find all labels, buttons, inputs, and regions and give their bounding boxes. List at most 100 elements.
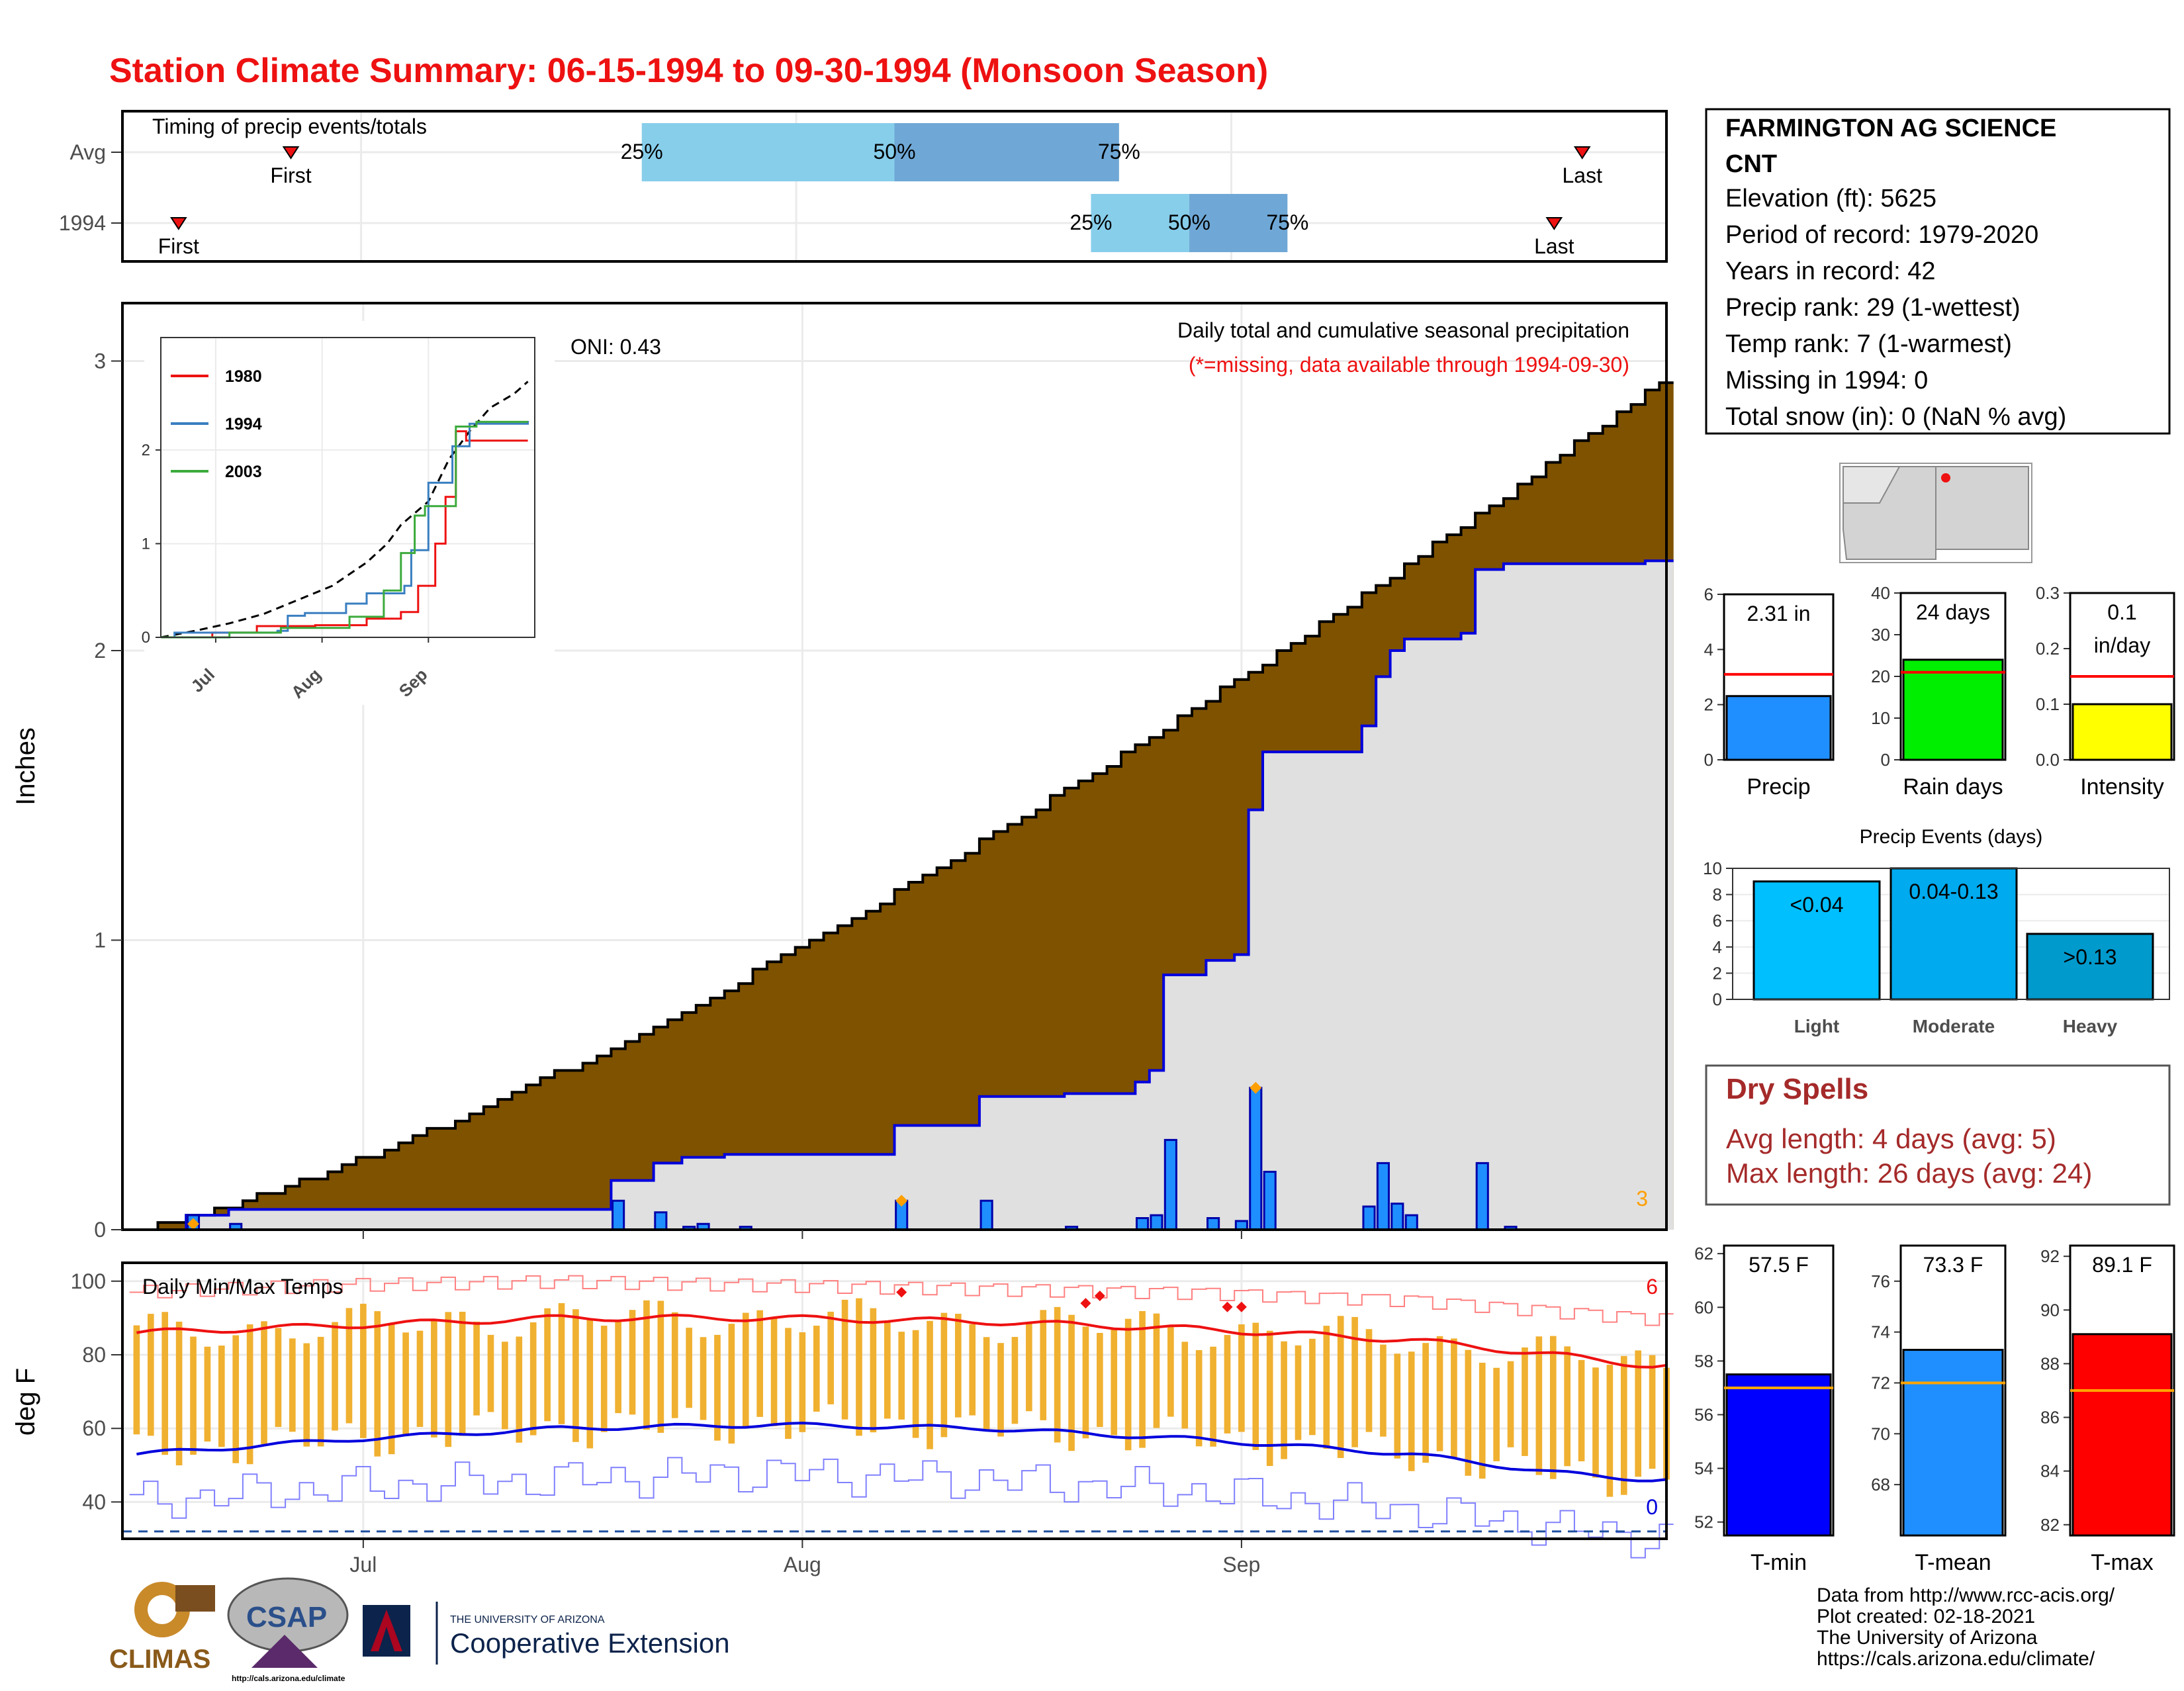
station-precip-rank: Precip rank: 29 (1-wettest) bbox=[1725, 294, 2021, 322]
page-title: Station Climate Summary: 06-15-1994 to 0… bbox=[109, 52, 1268, 90]
daily-temp-bar-59 bbox=[969, 1324, 976, 1416]
timing-row-label-0: Avg bbox=[69, 140, 106, 164]
daily-temp-bar-63 bbox=[1026, 1322, 1032, 1412]
daily-temp-bar-105 bbox=[1620, 1355, 1627, 1495]
tmin-title: T-min bbox=[1751, 1550, 1807, 1575]
daily-temp-bar-78 bbox=[1238, 1324, 1245, 1432]
footer-credits: Data from http://www.rcc-acis.org/ Plot … bbox=[1817, 1584, 2115, 1670]
tmax-y-tick-label-5: 92 bbox=[2040, 1246, 2060, 1266]
daily-precip-bar-16 bbox=[1263, 1171, 1277, 1231]
intensity-y-tick-label-1: 0.1 bbox=[2036, 694, 2060, 714]
tmin-value-label: 57.5 F bbox=[1749, 1253, 1809, 1277]
events-y-tick-label-4: 8 bbox=[1713, 885, 1722, 905]
tmean-value-label: 73.3 F bbox=[1923, 1253, 1983, 1277]
events-y-tick-label-3: 6 bbox=[1713, 911, 1722, 931]
daily-temp-bar-101 bbox=[1564, 1346, 1570, 1467]
daily-precip-bar-10 bbox=[1136, 1217, 1150, 1231]
dry-spells-max: Max length: 26 days (avg: 24) bbox=[1726, 1158, 2092, 1189]
temp-x-tick-label-1: Aug bbox=[784, 1553, 821, 1577]
daily-temp-bar-26 bbox=[502, 1342, 508, 1430]
daily-temp-bar-68 bbox=[1097, 1332, 1103, 1428]
csap-logo: CSAP http://cals.arizona.edu/climate bbox=[227, 1577, 349, 1683]
timing-first-label-1: First bbox=[158, 234, 199, 258]
tmean-bar bbox=[1902, 1349, 2004, 1537]
daily-precip-bar-21 bbox=[1475, 1162, 1489, 1231]
intensity-bar bbox=[2071, 703, 2173, 761]
station-info-box: FARMINGTON AG SCIENCE CNT Elevation (ft)… bbox=[1705, 108, 2171, 435]
tmin-y-tick-label-0: 52 bbox=[1694, 1512, 1713, 1532]
daily-temp-bar-35 bbox=[629, 1310, 636, 1415]
rain_days-y-tick-label-3: 30 bbox=[1871, 625, 1890, 645]
daily-temp-bar-6 bbox=[218, 1346, 225, 1447]
timing-row-label-1: 1994 bbox=[59, 211, 106, 235]
tmean-y-tick-label-4: 76 bbox=[1871, 1271, 1890, 1291]
daily-temp-bar-29 bbox=[544, 1308, 551, 1422]
events-y-tick-label-5: 10 bbox=[1703, 858, 1722, 878]
climas-logo: CLIMAS bbox=[109, 1582, 215, 1674]
daily-precip-bar-17 bbox=[1362, 1205, 1376, 1231]
daily-temp-bar-20 bbox=[416, 1330, 424, 1427]
precip_total-bar bbox=[1725, 695, 1832, 761]
timing-chart: 25% 50% 75% First Last Avg 25% 50% 75% First Last 1… bbox=[59, 110, 1668, 263]
daily-precip-bar-8 bbox=[979, 1199, 993, 1231]
daily-temp-bar-10 bbox=[275, 1328, 282, 1428]
tmin-y-tick-label-4: 60 bbox=[1694, 1297, 1713, 1317]
station-elevation: Elevation (ft): 5625 bbox=[1725, 185, 1936, 212]
daily-temp-bar-81 bbox=[1281, 1341, 1287, 1459]
daily-temp-bar-9 bbox=[261, 1321, 267, 1445]
temp-chart-title: Daily Min/Max Temps bbox=[142, 1275, 343, 1299]
precip_total-panel: 0 2 4 6 2.31 in Precip bbox=[1704, 584, 1835, 800]
credit-data-source: Data from http://www.rcc-acis.org/ bbox=[1817, 1584, 2115, 1606]
daily-record-marker-0 bbox=[187, 1218, 200, 1230]
avg-min-temp-line bbox=[136, 1422, 1667, 1483]
tmean-y-tick-label-1: 70 bbox=[1871, 1424, 1890, 1443]
station-location-dot bbox=[1941, 473, 1950, 482]
precip_total-y-tick-label-0: 0 bbox=[1704, 750, 1713, 770]
daily-temp-bar-1 bbox=[147, 1314, 154, 1436]
station-temp-rank: Temp rank: 7 (1-warmest) bbox=[1725, 330, 2012, 358]
precip_total-y-tick-label-1: 2 bbox=[1704, 695, 1713, 715]
timing-first-label-0: First bbox=[270, 163, 311, 187]
temp-y-tick-label-1: 60 bbox=[82, 1416, 106, 1440]
daily-temp-bar-45 bbox=[770, 1317, 778, 1426]
daily-temp-bar-90 bbox=[1408, 1351, 1415, 1471]
avg-cumulative-line bbox=[129, 381, 1674, 1231]
record-high-line bbox=[129, 1275, 1674, 1326]
daily-temp-bar-83 bbox=[1309, 1338, 1316, 1436]
rain_days-bar bbox=[1902, 659, 2004, 761]
credit-university: The University of Arizona bbox=[1817, 1627, 2038, 1649]
events-category-1: Moderate bbox=[1913, 1016, 1995, 1036]
daily-temp-bar-32 bbox=[586, 1320, 594, 1449]
events-y-tick-label-0: 0 bbox=[1713, 989, 1722, 1009]
rain_days-y-tick-label-4: 40 bbox=[1871, 583, 1890, 603]
inset-plot-bg bbox=[161, 338, 535, 637]
daily-temp-bar-92 bbox=[1436, 1336, 1443, 1451]
daily-temp-bar-33 bbox=[600, 1325, 608, 1432]
timing-label-25-0: 25% bbox=[621, 140, 663, 163]
record-high-count: 6 bbox=[1646, 1275, 1658, 1299]
daily-temp-bar-87 bbox=[1365, 1329, 1373, 1432]
precip-corner-count: 3 bbox=[1636, 1187, 1648, 1211]
intensity-title: Intensity bbox=[2080, 774, 2164, 800]
timing-label-25-1: 25% bbox=[1069, 210, 1112, 234]
record-high-marker-4 bbox=[1236, 1301, 1247, 1312]
timing-bar-50-75-0 bbox=[894, 123, 1119, 181]
csap-logo-text: CSAP bbox=[246, 1601, 327, 1633]
daily-temp-bar-55 bbox=[912, 1330, 919, 1438]
daily-temp-bar-82 bbox=[1295, 1345, 1302, 1440]
daily-temp-bar-79 bbox=[1252, 1322, 1259, 1450]
daily-temp-bar-11 bbox=[289, 1338, 296, 1432]
record-low-line bbox=[129, 1457, 1674, 1559]
intensity-y-tick-label-3: 0.3 bbox=[2036, 583, 2060, 603]
daily-temp-bar-46 bbox=[785, 1328, 792, 1440]
daily-temp-bar-67 bbox=[1082, 1326, 1089, 1439]
daily-temp-bar-71 bbox=[1139, 1310, 1146, 1448]
dry-spells-box: Dry Spells Avg length: 4 days (avg: 5) M… bbox=[1705, 1064, 2171, 1206]
daily-temp-bar-15 bbox=[345, 1308, 353, 1424]
tmin-y-tick-label-3: 58 bbox=[1694, 1351, 1713, 1371]
daily-temp-bar-69 bbox=[1111, 1329, 1118, 1436]
precip-chart-subtitle: (*=missing, data available through 1994-… bbox=[1189, 353, 1629, 377]
events-y-tick-label-1: 2 bbox=[1713, 963, 1722, 983]
